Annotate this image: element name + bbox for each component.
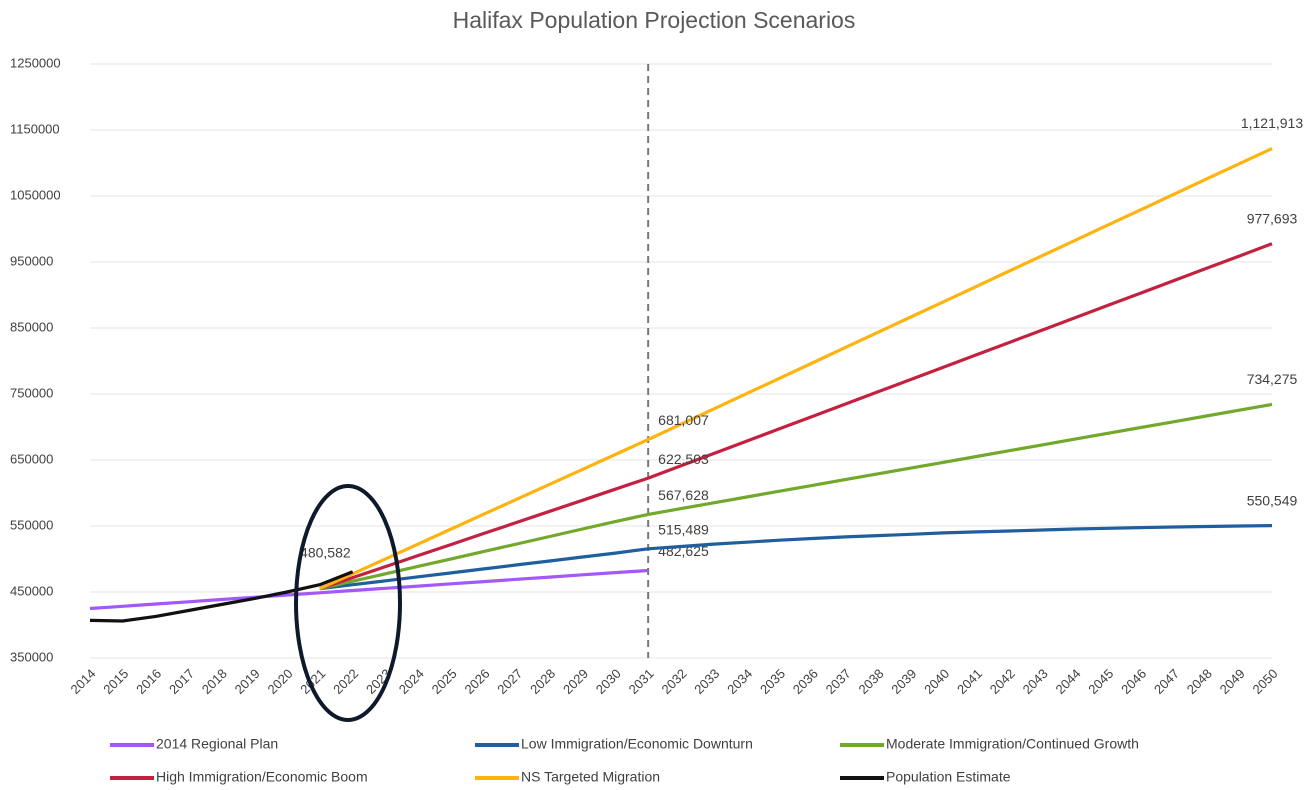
x-tick-label: 2018	[199, 666, 230, 697]
x-tick-label: 2020	[264, 666, 295, 697]
y-tick-label: 950000	[10, 253, 53, 268]
x-tick-label: 2037	[823, 666, 854, 697]
x-tick-label: 2022	[330, 666, 361, 697]
y-tick-label: 750000	[10, 385, 53, 400]
y-tick-label: 550000	[10, 517, 53, 532]
y-tick-label: 650000	[10, 451, 53, 466]
x-tick-label: 2019	[232, 666, 263, 697]
x-tick-label: 2014	[67, 666, 98, 697]
x-tick-label: 2046	[1118, 666, 1149, 697]
series-line	[319, 242, 1273, 591]
legend-label: 2014 Regional Plan	[156, 736, 278, 752]
x-tick-label: 2025	[429, 666, 460, 697]
x-tick-label: 2036	[790, 666, 821, 697]
x-tick-label: 2047	[1151, 666, 1182, 697]
y-tick-label: 1050000	[10, 187, 61, 202]
x-tick-label: 2041	[954, 666, 985, 697]
x-tick-label: 2034	[724, 666, 755, 697]
x-tick-label: 2029	[560, 666, 591, 697]
x-tick-label: 2038	[855, 666, 886, 697]
series-line	[319, 524, 1273, 591]
y-tick-label: 1250000	[10, 55, 61, 70]
legend-label: NS Targeted Migration	[521, 769, 660, 785]
y-tick-label: 1150000	[10, 121, 60, 136]
x-tick-label: 2049	[1217, 666, 1248, 697]
data-label: 622,503	[658, 451, 709, 467]
x-tick-label: 2032	[658, 666, 689, 697]
legend-label: Population Estimate	[886, 769, 1011, 785]
data-label: 515,489	[658, 521, 709, 537]
x-tick-label: 2042	[987, 666, 1018, 697]
data-label: 977,693	[1247, 210, 1298, 226]
x-tick-label: 2048	[1184, 666, 1215, 697]
y-tick-label: 850000	[10, 319, 53, 334]
data-label: 681,007	[658, 412, 709, 428]
x-tick-label: 2026	[461, 666, 492, 697]
legend-label: Moderate Immigration/Continued Growth	[886, 736, 1139, 752]
legend-label: Low Immigration/Economic Downturn	[521, 736, 753, 752]
x-tick-label: 2016	[133, 666, 164, 697]
data-label: 550,549	[1247, 492, 1298, 508]
chart-title: Halifax Population Projection Scenarios	[453, 7, 856, 33]
x-tick-label: 2024	[396, 666, 427, 697]
x-tick-label: 2043	[1020, 666, 1051, 697]
x-tick-label: 2040	[921, 666, 952, 697]
legend-label: High Immigration/Economic Boom	[156, 769, 368, 785]
series-line	[319, 147, 1273, 591]
highlight-ellipse	[294, 484, 402, 722]
x-tick-label: 2031	[626, 666, 657, 697]
x-tick-label: 2044	[1052, 666, 1083, 697]
series-line	[89, 570, 354, 623]
y-tick-label: 350000	[10, 649, 53, 664]
series-line	[319, 402, 1273, 591]
x-tick-label: 2035	[757, 666, 788, 697]
x-tick-label: 2028	[527, 666, 558, 697]
x-tick-label: 2033	[691, 666, 722, 697]
series-line	[89, 568, 649, 611]
x-tick-label: 2017	[166, 666, 197, 697]
x-tick-label: 2050	[1249, 666, 1280, 697]
x-tick-label: 2030	[593, 666, 624, 697]
x-tick-label: 2015	[100, 666, 131, 697]
x-tick-label: 2045	[1085, 666, 1116, 697]
data-label: 567,628	[658, 487, 709, 503]
data-label: 734,275	[1247, 371, 1298, 387]
x-tick-label: 2027	[494, 666, 525, 697]
x-tick-label: 2039	[888, 666, 919, 697]
data-label: 1,121,913	[1241, 115, 1303, 131]
data-label: 480,582	[300, 545, 351, 561]
y-tick-label: 450000	[10, 583, 53, 598]
